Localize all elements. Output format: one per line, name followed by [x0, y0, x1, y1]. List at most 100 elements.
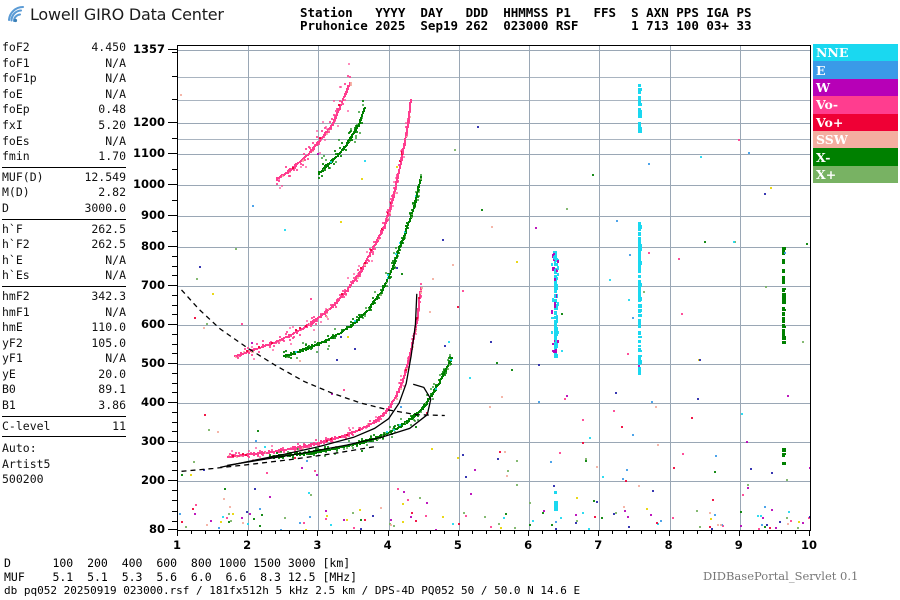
- echo-pixel: [386, 218, 389, 221]
- echo-pixel: [360, 268, 363, 273]
- echo-pixel: [399, 165, 402, 168]
- echo-pixel: [327, 167, 330, 170]
- echo-pixel: [714, 513, 717, 516]
- x-axis-minor-tick: [682, 531, 684, 534]
- param-key: hmF1: [2, 304, 30, 319]
- gridline-horizontal: [178, 77, 810, 78]
- y-axis-minor-tick: [172, 98, 177, 100]
- echo-pixel: [350, 281, 353, 284]
- echo-pixel: [217, 526, 220, 529]
- ionogram-plot[interactable]: [177, 45, 811, 531]
- echo-pixel: [408, 360, 411, 363]
- echo-pixel: [318, 170, 321, 175]
- echo-pixel: [415, 520, 418, 523]
- echo-pixel: [409, 211, 412, 214]
- echo-pixel: [222, 497, 225, 500]
- param-value: N/A: [105, 86, 126, 101]
- legend-item-e[interactable]: E: [813, 61, 898, 79]
- interference-pixel: [553, 282, 557, 285]
- interference-pixel: [781, 275, 785, 279]
- echo-pixel: [625, 479, 628, 482]
- muf-distance-table: D 100 200 400 600 800 1000 1500 3000 [km…: [4, 556, 357, 584]
- echo-pixel: [401, 241, 404, 244]
- interference-pixel: [637, 309, 642, 313]
- echo-pixel: [309, 325, 312, 328]
- echo-pixel: [324, 168, 327, 171]
- echo-pixel: [557, 340, 560, 344]
- x-axis-minor-tick: [570, 531, 572, 534]
- echo-pixel: [646, 507, 649, 510]
- echo-pixel: [453, 148, 456, 151]
- legend-item-ssw[interactable]: SSW: [813, 130, 898, 149]
- echo-pixel: [698, 526, 701, 529]
- legend-item-vo-[interactable]: Vo-: [813, 96, 898, 114]
- echo-pixel: [774, 527, 777, 530]
- x-axis-minor-tick: [780, 531, 782, 534]
- echo-pixel: [431, 398, 434, 401]
- echo-pixel: [416, 193, 419, 196]
- echo-pixel: [589, 436, 592, 439]
- interference-pixel: [637, 265, 641, 269]
- legend-item-vo-[interactable]: Vo+: [813, 113, 898, 131]
- echo-pixel: [394, 257, 397, 260]
- echo-pixel: [380, 417, 383, 420]
- echo-pixel: [399, 244, 402, 247]
- legend-item-w[interactable]: W: [813, 78, 898, 97]
- echo-pixel: [417, 318, 420, 321]
- echo-pixel: [330, 523, 333, 526]
- interference-pixel: [637, 95, 641, 100]
- interference-pixel: [637, 224, 642, 229]
- echo-pixel: [418, 184, 421, 186]
- echo-pixel: [732, 241, 735, 244]
- param-key: hmF2: [2, 288, 30, 303]
- echo-pixel: [398, 246, 401, 251]
- echo-pixel: [298, 522, 301, 525]
- echo-pixel: [297, 447, 300, 450]
- interference-pixel: [637, 354, 642, 357]
- echo-pixel: [277, 179, 280, 182]
- param-key: h`F2: [2, 237, 30, 252]
- echo-pixel: [291, 167, 294, 170]
- legend-item-x-[interactable]: X-: [813, 148, 898, 166]
- echo-pixel: [709, 518, 712, 521]
- echo-pixel: [382, 284, 385, 287]
- echo-pixel: [318, 143, 321, 146]
- y-axis-minor-tick: [172, 450, 177, 452]
- echo-pixel: [802, 522, 805, 525]
- x-axis-minor-tick: [359, 531, 361, 534]
- echo-pixel: [393, 251, 396, 254]
- param-value: 3.86: [98, 398, 126, 413]
- echo-pixel: [717, 524, 720, 527]
- echo-pixel: [392, 260, 395, 263]
- interference-pixel: [637, 243, 642, 248]
- y-axis-major-tick: [168, 215, 177, 216]
- param-value: 110.0: [91, 320, 126, 335]
- legend-item-label: NNE: [816, 45, 849, 61]
- interference-pixel: [637, 258, 641, 262]
- legend-item-label: SSW: [816, 132, 848, 148]
- echo-pixel: [285, 165, 288, 168]
- echo-pixel: [257, 350, 260, 353]
- echo-pixel: [345, 293, 348, 296]
- echo-pixel: [324, 165, 327, 170]
- echo-pixel: [393, 430, 396, 433]
- echo-pixel: [302, 341, 305, 344]
- legend-item-nne[interactable]: NNE: [813, 44, 898, 62]
- interference-pixel: [781, 278, 785, 282]
- gridline-horizontal: [178, 123, 810, 124]
- legend-item-x-[interactable]: X+: [813, 165, 898, 184]
- echo-pixel: [241, 322, 244, 325]
- echo-pixel: [551, 253, 554, 258]
- echo-pixel: [333, 120, 336, 123]
- x-axis-major-tick: [317, 531, 319, 536]
- echo-pixel: [613, 410, 616, 413]
- param-row: MUF(D) 12.549: [2, 170, 126, 186]
- echo-pixel: [378, 420, 381, 423]
- echo-pixel: [553, 485, 556, 488]
- echo-pixel: [416, 415, 419, 418]
- echo-pixel: [346, 519, 349, 522]
- echo-pixel: [393, 190, 396, 193]
- echo-pixel: [202, 469, 205, 472]
- echo-pixel: [375, 242, 378, 245]
- echo-pixel: [363, 107, 365, 112]
